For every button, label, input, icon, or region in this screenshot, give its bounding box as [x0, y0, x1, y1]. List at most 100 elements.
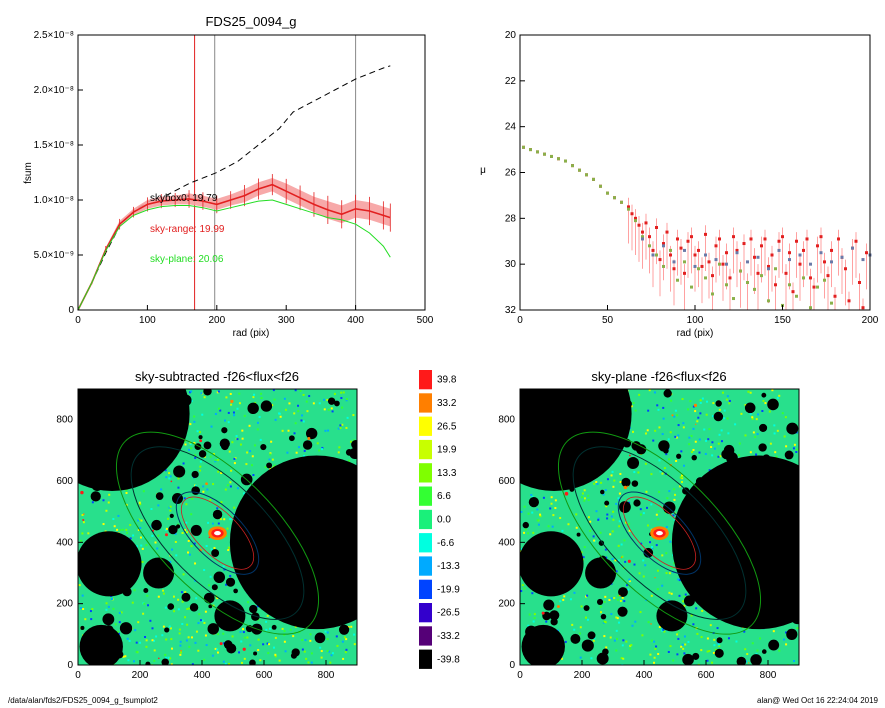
noise-pixel [178, 628, 181, 631]
noise-pixel [327, 429, 330, 432]
mu-xtick-label: 0 [517, 315, 523, 326]
noise-pixel [191, 663, 194, 665]
mu-point [641, 230, 644, 234]
mu-point [718, 237, 721, 241]
colorbar-swatch [419, 556, 432, 576]
noise-pixel [611, 470, 614, 473]
colorbar-swatch [419, 509, 432, 530]
fsum-ytick-label: 1.5×10⁻⁸ [34, 140, 74, 151]
mu-point [753, 255, 756, 259]
noise-pixel [681, 477, 684, 480]
noise-pixel [107, 605, 110, 608]
noise-pixel [214, 460, 217, 463]
noise-pixel [294, 625, 297, 628]
noise-pixel [320, 650, 323, 653]
noise-pixel [80, 539, 83, 542]
image-ytick-label: 0 [509, 660, 515, 671]
noise-pixel [135, 650, 138, 653]
colorbar-label: -13.3 [437, 561, 460, 572]
noise-pixel [705, 413, 708, 416]
noise-pixel [575, 513, 578, 516]
noise-pixel [297, 410, 300, 413]
noise-pixel [326, 638, 329, 641]
mu-point [711, 274, 714, 278]
noise-pixel [228, 450, 231, 453]
mu-point [735, 248, 739, 252]
noise-pixel [283, 633, 286, 636]
noise-pixel [619, 599, 622, 602]
colorbar-swatch [419, 486, 432, 506]
noise-pixel [698, 451, 701, 454]
noise-pixel [217, 522, 220, 525]
mu-point [700, 264, 704, 268]
noise-pixel [696, 632, 699, 635]
noise-pixel [692, 623, 695, 626]
noise-pixel [734, 423, 737, 426]
noise-pixel [256, 421, 259, 424]
noise-pixel [193, 542, 196, 545]
noise-pixel [107, 501, 110, 504]
noise-pixel [128, 639, 131, 642]
noise-pixel [772, 630, 775, 633]
mu-point [672, 260, 676, 264]
noise-pixel [716, 627, 719, 630]
noise-pixel [188, 553, 191, 556]
noise-pixel [575, 526, 578, 529]
colorbar-swatch [419, 603, 432, 623]
noise-pixel [308, 395, 311, 398]
star-mask [750, 654, 762, 665]
noise-pixel [603, 620, 606, 623]
noise-pixel [751, 416, 754, 419]
noise-pixel [312, 402, 315, 405]
noise-pixel [619, 480, 622, 483]
noise-pixel [599, 531, 602, 534]
mu-point [777, 248, 781, 252]
noise-pixel [189, 391, 192, 394]
large-mask [551, 404, 589, 442]
noise-pixel [190, 545, 193, 548]
star-mask [596, 598, 604, 606]
noise-pixel [674, 493, 677, 496]
sky-subtracted-frame [77, 388, 358, 666]
bright-source [650, 623, 652, 625]
noise-pixel [720, 440, 723, 443]
mu-point [858, 281, 861, 284]
noise-pixel [186, 623, 189, 626]
noise-pixel [711, 454, 714, 457]
noise-pixel [618, 520, 621, 523]
noise-pixel [620, 657, 623, 660]
noise-pixel [603, 635, 606, 638]
mu-ytick-label: 28 [505, 213, 517, 224]
noise-pixel [201, 619, 204, 622]
noise-pixel [554, 499, 557, 502]
noise-pixel [628, 501, 631, 504]
noise-pixel [331, 652, 334, 655]
noise-pixel [231, 635, 234, 638]
large-mask [671, 455, 799, 630]
noise-pixel [619, 472, 622, 475]
noise-pixel [342, 657, 345, 660]
bright-source [695, 423, 697, 426]
noise-pixel [687, 408, 690, 411]
noise-pixel [527, 624, 530, 627]
noise-pixel [267, 652, 270, 655]
noise-pixel [326, 631, 329, 634]
star-mask [203, 441, 212, 450]
noise-pixel [671, 566, 674, 569]
noise-pixel [269, 627, 272, 630]
noise-pixel [266, 614, 269, 617]
large-mask [143, 557, 175, 589]
large-mask [109, 404, 147, 442]
mu-point [585, 173, 588, 177]
image-xtick-label: 400 [194, 670, 211, 681]
noise-pixel [169, 561, 172, 564]
noise-pixel [639, 513, 642, 516]
noise-pixel [257, 618, 260, 621]
noise-pixel [139, 641, 142, 644]
noise-pixel [217, 470, 220, 473]
star-mask [211, 549, 220, 558]
noise-pixel [193, 441, 196, 444]
noise-pixel [654, 647, 657, 650]
noise-pixel [259, 438, 262, 441]
star-mask [600, 489, 605, 495]
